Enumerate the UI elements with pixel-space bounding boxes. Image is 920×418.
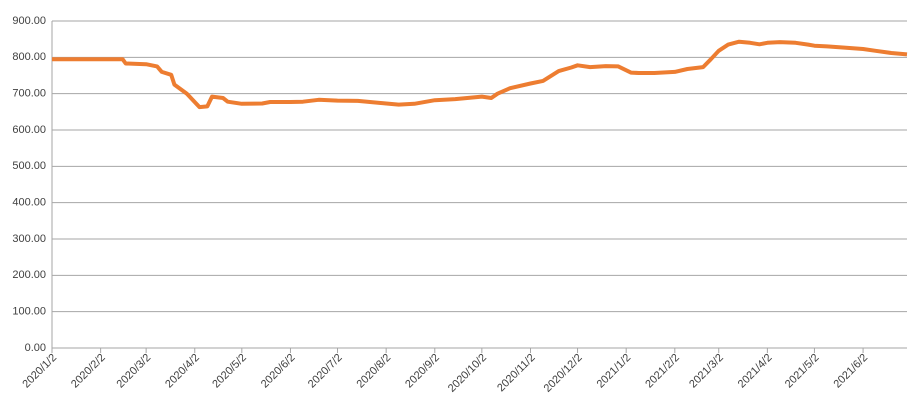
y-tick-label: 0.00 bbox=[25, 342, 46, 354]
x-tick-label: 2020/6/2 bbox=[259, 352, 298, 391]
y-tick-label: 300.00 bbox=[12, 233, 46, 245]
y-tick-label: 500.00 bbox=[12, 160, 46, 172]
y-tick-label: 400.00 bbox=[12, 197, 46, 209]
x-tick-label: 2021/3/2 bbox=[687, 352, 726, 391]
x-tick-label: 2021/1/2 bbox=[595, 352, 634, 391]
line bbox=[52, 39, 908, 110]
x-tick-label: 2020/11/2 bbox=[495, 352, 538, 395]
x-tick-label: 2020/12/2 bbox=[542, 352, 585, 395]
x-tick-label: 2021/6/2 bbox=[831, 352, 870, 391]
y-tick-label: 600.00 bbox=[12, 124, 46, 136]
y-tick-label: 200.00 bbox=[12, 269, 46, 281]
x-tick-label: 2021/4/2 bbox=[736, 352, 775, 391]
y-tick-label: 700.00 bbox=[12, 88, 46, 100]
x-tick-label: 2020/5/2 bbox=[210, 352, 249, 391]
x-tick-label: 2020/9/2 bbox=[403, 352, 442, 391]
x-tick-label: 2020/7/2 bbox=[306, 352, 345, 391]
x-tick-label: 2020/1/2 bbox=[20, 352, 59, 391]
x-tick-label: 2021/5/2 bbox=[783, 352, 822, 391]
y-tick-label: 900.00 bbox=[12, 15, 46, 27]
x-tick-label: 2021/2/2 bbox=[643, 352, 682, 391]
x-tick-label: 2020/2/2 bbox=[69, 352, 108, 391]
x-tick-label: 2020/10/2 bbox=[446, 352, 489, 395]
x-tick-label: 2020/8/2 bbox=[355, 352, 394, 391]
x-tick-label: 2020/4/2 bbox=[163, 352, 202, 391]
x-tick-label: 2020/3/2 bbox=[115, 352, 154, 391]
y-tick-label: 100.00 bbox=[12, 306, 46, 318]
y-tick-label: 800.00 bbox=[12, 51, 46, 63]
